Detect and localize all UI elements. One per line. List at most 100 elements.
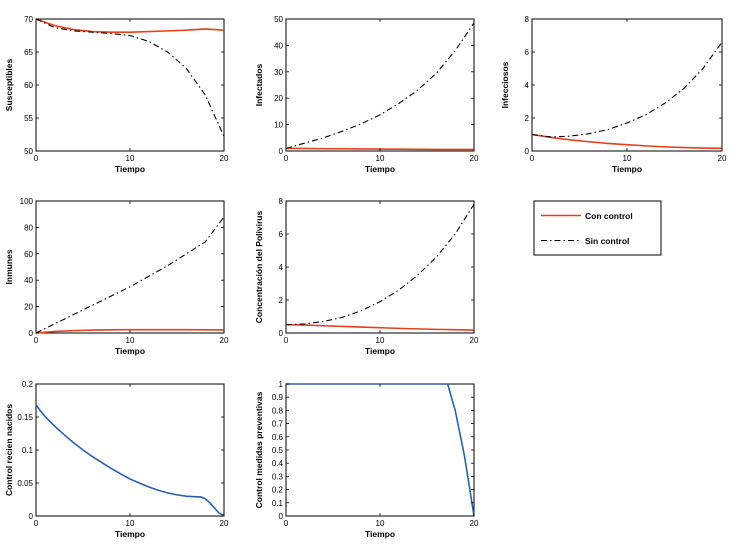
y-tick-label: 50 <box>24 147 33 156</box>
y-tick-label: 65 <box>24 48 33 57</box>
x-axis-label: Tiempo <box>612 164 642 174</box>
y-tick-label: 0.4 <box>272 459 284 468</box>
y-tick-label: 0.15 <box>17 413 33 422</box>
x-tick-label: 10 <box>376 154 385 163</box>
series-line-con-control <box>35 328 225 334</box>
y-tick-label: 10 <box>274 121 283 130</box>
y-tick-label: 0.6 <box>272 433 284 442</box>
y-tick-label: 0 <box>279 329 284 338</box>
series-line-con-control <box>531 133 723 150</box>
x-tick-label: 10 <box>623 154 632 163</box>
x-tick-label: 20 <box>470 154 479 163</box>
series-line-sin-control <box>285 22 475 149</box>
x-axis-label: Tiempo <box>365 529 395 539</box>
y-tick-label: 20 <box>24 303 33 312</box>
x-tick-label: 20 <box>220 336 229 345</box>
y-tick-label: 60 <box>24 250 33 259</box>
x-tick-label: 0 <box>284 154 289 163</box>
x-tick-label: 0 <box>284 519 289 528</box>
x-axis-label: Tiempo <box>115 164 145 174</box>
x-axis-label: Tiempo <box>115 346 145 356</box>
y-tick-label: 55 <box>24 114 33 123</box>
legend: Con control Sin control <box>533 200 662 256</box>
y-axis-label: Infectados <box>254 63 264 106</box>
x-tick-label: 20 <box>220 519 229 528</box>
y-tick-label: 0 <box>279 147 284 156</box>
y-tick-label: 0.1 <box>22 446 34 455</box>
x-tick-label: 10 <box>126 336 135 345</box>
x-tick-label: 20 <box>718 154 727 163</box>
series-line-sin-control <box>35 18 225 137</box>
y-tick-label: 0.2 <box>22 380 34 389</box>
y-tick-label: 0.2 <box>272 486 284 495</box>
plot-area <box>285 383 475 517</box>
chart-infectados: 0 10 20 0 10 20 30 40 50 Tiempo Infectados <box>254 15 479 174</box>
plot-area <box>35 383 225 517</box>
x-tick-label: 0 <box>284 336 289 345</box>
x-tick-label: 20 <box>470 336 479 345</box>
x-tick-label: 10 <box>376 336 385 345</box>
y-tick-label: 6 <box>525 48 530 57</box>
legend-label-sin-control: Sin control <box>585 236 629 246</box>
legend-box <box>533 200 662 256</box>
x-tick-label: 10 <box>126 154 135 163</box>
y-axis-label: Inmunes <box>4 249 14 284</box>
chart-inmunes: 0 10 20 0 20 40 60 80 100 Tiempo Inmunes <box>4 197 229 356</box>
y-tick-label: 30 <box>274 68 283 77</box>
series-line-sin-control <box>285 204 475 326</box>
y-tick-label: 2 <box>279 296 284 305</box>
y-tick-label: 100 <box>20 197 34 206</box>
plot-area <box>285 200 475 334</box>
y-tick-label: 8 <box>279 197 284 206</box>
y-tick-label: 0 <box>525 147 530 156</box>
y-tick-label: 20 <box>274 94 283 103</box>
y-tick-label: 0 <box>279 512 284 521</box>
y-tick-label: 0.9 <box>272 393 284 402</box>
x-axis-label: Tiempo <box>365 164 395 174</box>
series-line-con-control <box>285 323 475 331</box>
y-tick-label: 0.05 <box>17 479 33 488</box>
y-axis-label: Infecciosos <box>500 61 510 108</box>
plot-area <box>531 18 723 152</box>
x-tick-label: 20 <box>470 519 479 528</box>
series-line-sin-control <box>531 41 723 138</box>
chart-control-recien-nacidos: 0 10 20 0 0.05 0.1 0.15 0.2 Tiempo Control recien… <box>4 380 229 539</box>
series-line-sin-control <box>35 216 225 334</box>
chart-infecciosos: 0 10 20 0 2 4 6 8 Tiempo Infecciosos <box>500 15 727 174</box>
plot-area <box>285 18 475 152</box>
y-tick-label: 0 <box>29 329 34 338</box>
y-tick-label: 0.1 <box>272 499 284 508</box>
y-tick-label: 4 <box>525 81 530 90</box>
series-line-con-control <box>35 18 225 33</box>
x-tick-label: 0 <box>34 154 39 163</box>
y-axis-label: Concentración del Polivirus <box>254 211 264 324</box>
x-tick-label: 0 <box>34 519 39 528</box>
y-tick-label: 0 <box>29 512 34 521</box>
y-tick-label: 8 <box>525 15 530 24</box>
y-tick-label: 6 <box>279 230 284 239</box>
y-tick-label: 70 <box>24 15 33 24</box>
legend-label-con-control: Con control <box>585 211 633 221</box>
y-tick-label: 2 <box>525 114 530 123</box>
y-tick-label: 80 <box>24 223 33 232</box>
x-axis-label: Tiempo <box>365 346 395 356</box>
plot-area <box>35 18 225 152</box>
x-axis-label: Tiempo <box>115 529 145 539</box>
y-tick-label: 1 <box>279 380 284 389</box>
y-tick-label: 50 <box>274 15 283 24</box>
y-tick-label: 60 <box>24 81 33 90</box>
x-tick-label: 10 <box>126 519 135 528</box>
chart-concentracion-polivirus: 0 10 20 0 2 4 6 8 Tiempo Concentración del Polivi… <box>254 197 479 356</box>
y-tick-label: 40 <box>24 276 33 285</box>
x-tick-label: 10 <box>376 519 385 528</box>
y-axis-label: Control recien nacidos <box>4 404 14 496</box>
x-tick-label: 20 <box>220 154 229 163</box>
series-line-control <box>35 404 225 517</box>
y-tick-label: 0.7 <box>272 420 284 429</box>
x-tick-label: 0 <box>34 336 39 345</box>
chart-susceptibles: 0 10 20 50 55 60 65 70 Tiempo Susceptibles <box>4 15 229 174</box>
x-tick-label: 0 <box>530 154 535 163</box>
series-line-control <box>286 383 475 517</box>
plot-area <box>35 200 225 334</box>
